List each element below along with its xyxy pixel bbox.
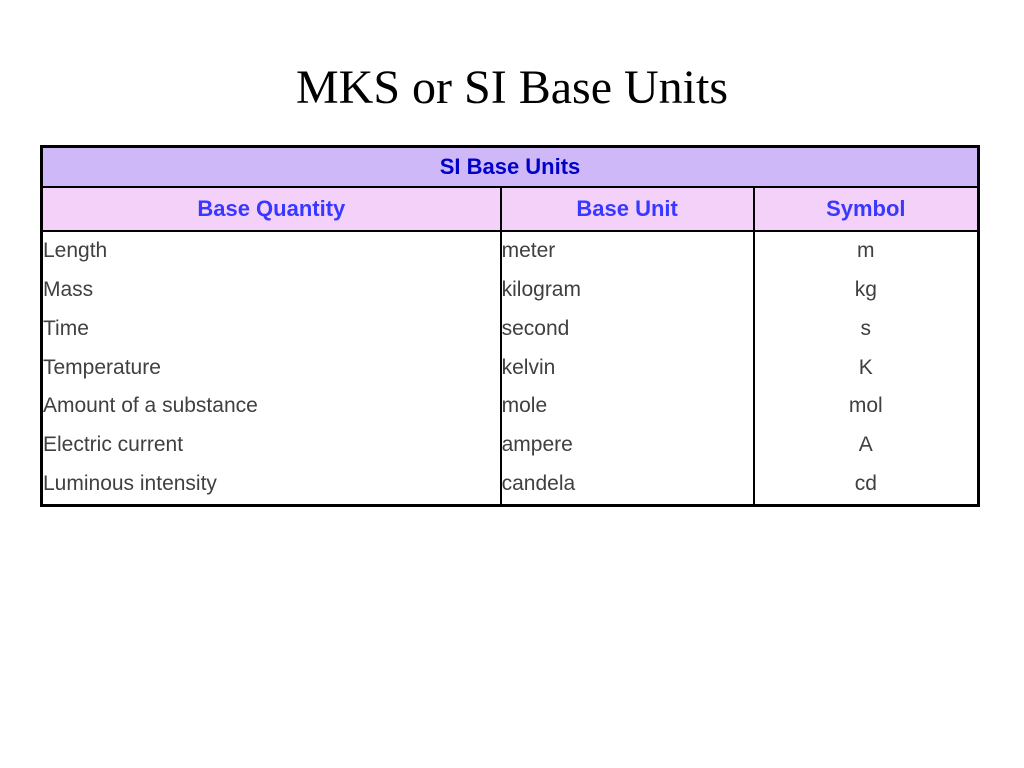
quantity-value: Length (43, 232, 500, 271)
symbol-value: K (755, 349, 977, 388)
quantity-value: Electric current (43, 426, 500, 465)
page-title: MKS or SI Base Units (40, 60, 984, 115)
symbol-value: cd (755, 465, 977, 504)
symbol-value: mol (755, 387, 977, 426)
unit-value: mole (502, 387, 753, 426)
unit-value: second (502, 310, 753, 349)
table-caption-row: SI Base Units (42, 147, 979, 188)
quantity-value: Luminous intensity (43, 465, 500, 504)
unit-value: meter (502, 232, 753, 271)
header-quantity: Base Quantity (42, 187, 501, 231)
si-base-units-table: SI Base Units Base Quantity Base Unit Sy… (40, 145, 980, 507)
symbol-value: kg (755, 271, 977, 310)
header-unit: Base Unit (501, 187, 754, 231)
quantity-value: Temperature (43, 349, 500, 388)
symbol-value: A (755, 426, 977, 465)
header-symbol: Symbol (754, 187, 979, 231)
cell-symbol: m kg s K mol A cd (754, 231, 979, 505)
symbol-value: s (755, 310, 977, 349)
quantity-value: Amount of a substance (43, 387, 500, 426)
cell-quantity: Length Mass Time Temperature Amount of a… (42, 231, 501, 505)
table-caption: SI Base Units (42, 147, 979, 188)
table-body-row: Length Mass Time Temperature Amount of a… (42, 231, 979, 505)
unit-value: candela (502, 465, 753, 504)
table-header-row: Base Quantity Base Unit Symbol (42, 187, 979, 231)
unit-value: kelvin (502, 349, 753, 388)
cell-unit: meter kilogram second kelvin mole ampere… (501, 231, 754, 505)
quantity-value: Mass (43, 271, 500, 310)
quantity-value: Time (43, 310, 500, 349)
symbol-value: m (755, 232, 977, 271)
unit-value: kilogram (502, 271, 753, 310)
unit-value: ampere (502, 426, 753, 465)
